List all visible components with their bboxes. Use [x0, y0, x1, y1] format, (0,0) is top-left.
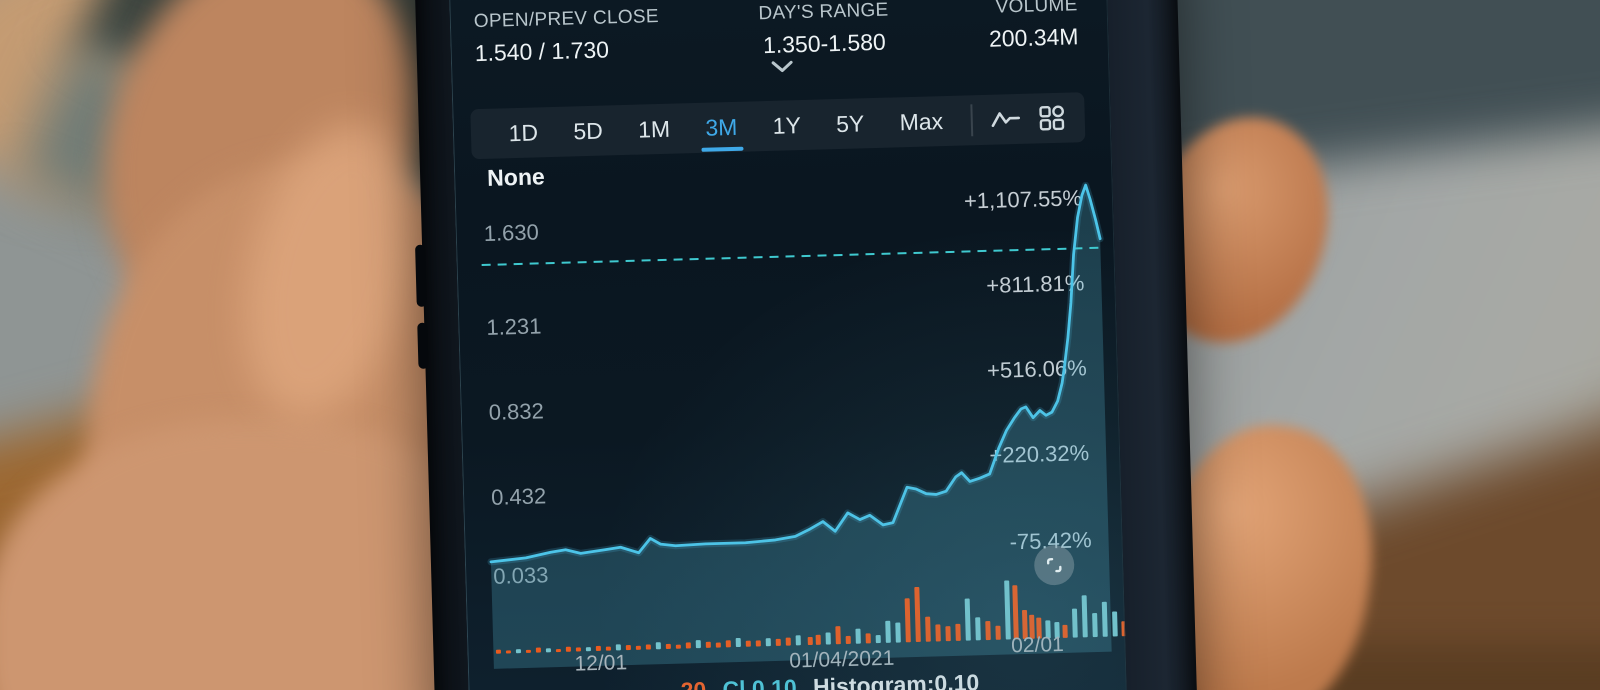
tab-3m[interactable]: 3M — [687, 113, 755, 142]
header-stats: OPEN/PREV CLOSE 1.540 / 1.730 DAY'S RANG… — [474, 0, 1079, 67]
expand-chart-button[interactable] — [1033, 544, 1075, 586]
legend-value: 20 — [680, 677, 706, 690]
phone: OPEN/PREV CLOSE 1.540 / 1.730 DAY'S RANG… — [413, 0, 1199, 690]
indicator-label[interactable]: None — [486, 163, 546, 191]
phone-volume-button — [415, 244, 427, 307]
legend-value: Histogram:0.10 — [812, 669, 980, 690]
price-area-chart[interactable] — [476, 181, 1128, 679]
tab-max[interactable]: Max — [899, 107, 944, 135]
tab-5d[interactable]: 5D — [573, 117, 604, 144]
x-axis-tick: 02/01 — [1010, 632, 1065, 658]
stat-days-range: DAY'S RANGE 1.350-1.580 — [758, 0, 890, 59]
stat-label: VOLUME — [995, 0, 1078, 18]
chevron-down-icon[interactable] — [767, 58, 797, 75]
x-axis-tick: 01/04/2021 — [788, 646, 895, 673]
tab-1m[interactable]: 1M — [637, 115, 671, 143]
line-chart-icon[interactable] — [982, 99, 1029, 140]
legend-value: Cl 0.10 — [722, 674, 798, 690]
phone-screen: OPEN/PREV CLOSE 1.540 / 1.730 DAY'S RANG… — [447, 0, 1129, 690]
tabbar-divider — [970, 104, 974, 137]
stat-value: 1.540 / 1.730 — [474, 36, 610, 67]
tab-5y[interactable]: 5Y — [835, 109, 865, 137]
stat-value: 1.350-1.580 — [762, 28, 887, 59]
tab-1y[interactable]: 1Y — [772, 111, 802, 139]
x-axis-tick: 12/01 — [574, 651, 628, 676]
tab-1d[interactable]: 1D — [508, 118, 539, 146]
grid-layout-icon[interactable] — [1028, 97, 1075, 138]
stat-value: 200.34M — [988, 23, 1079, 52]
range-tabbar: 1D 5D 1M 3M 1Y 5Y Max — [470, 92, 1086, 160]
stat-label: DAY'S RANGE — [758, 0, 889, 25]
stat-open-prev-close: OPEN/PREV CLOSE 1.540 / 1.730 — [474, 6, 661, 67]
stat-label: OPEN/PREV CLOSE — [473, 5, 660, 33]
stat-volume: VOLUME 200.34M — [988, 0, 1079, 53]
phone-power-button — [417, 322, 429, 369]
